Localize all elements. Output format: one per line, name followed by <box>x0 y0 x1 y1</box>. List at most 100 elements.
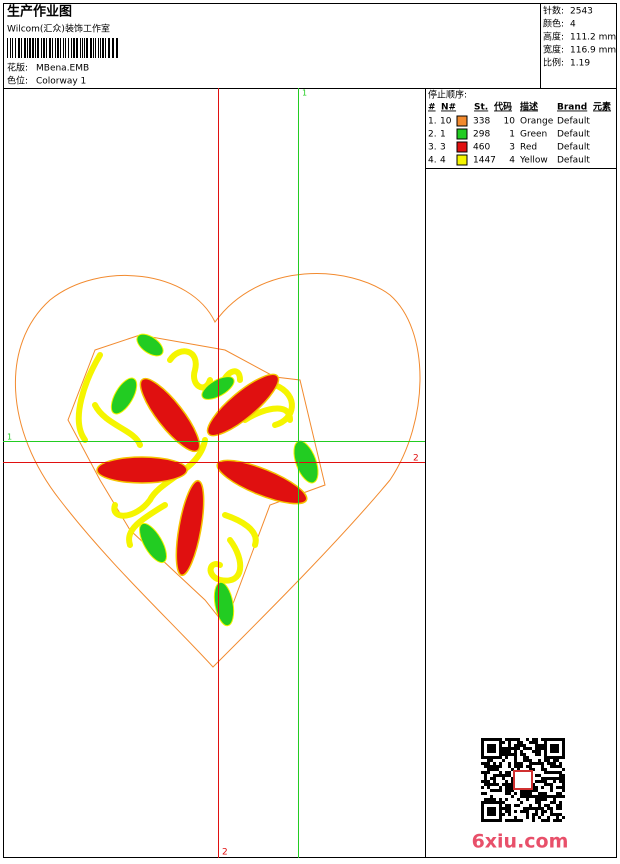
qr-cell <box>535 744 538 747</box>
qr-cell <box>508 810 511 813</box>
qr-cell <box>559 813 562 816</box>
qr-cell <box>502 807 505 810</box>
brand: Default <box>557 130 590 140</box>
needle: 3 <box>440 143 446 153</box>
qr-cell <box>526 789 529 792</box>
qr-cell <box>493 777 496 780</box>
qr-cell <box>547 819 550 822</box>
qr-cell <box>517 741 520 744</box>
qr-cell <box>562 747 565 750</box>
qr-cell <box>562 789 565 792</box>
bar <box>60 38 61 58</box>
stat-value: 116.9 mm <box>570 46 616 56</box>
qr-cell <box>520 744 523 747</box>
qr-cell <box>481 801 484 804</box>
row-index: 1. <box>428 117 437 127</box>
qr-cell <box>508 792 511 795</box>
axis-label: 2 <box>413 454 419 464</box>
needle: 10 <box>440 117 452 127</box>
qr-cell <box>508 741 511 744</box>
qr-cell <box>526 795 529 798</box>
description: Red <box>520 143 537 153</box>
qr-cell <box>493 744 496 747</box>
qr-cell <box>502 759 505 762</box>
red-petals <box>96 373 308 577</box>
qr-cell <box>556 765 559 768</box>
qr-cell <box>544 777 547 780</box>
qr-cell <box>499 798 502 801</box>
column-header: Brand <box>557 103 587 113</box>
qr-cell <box>553 750 556 753</box>
qr-cell <box>553 777 556 780</box>
qr-cell <box>496 765 499 768</box>
qr-cell <box>532 819 535 822</box>
qr-cell <box>484 762 487 765</box>
qr-cell <box>535 786 538 789</box>
qr-cell <box>526 759 529 762</box>
bar <box>63 38 64 58</box>
qr-cell <box>535 762 538 765</box>
qr-cell <box>562 774 565 777</box>
qr-cell <box>529 747 532 750</box>
qr-cell <box>493 756 496 759</box>
qr-cell <box>562 786 565 789</box>
color-swatch <box>456 128 468 140</box>
qr-cell <box>487 750 490 753</box>
qr-cell <box>562 783 565 786</box>
qr-cell <box>529 768 532 771</box>
qr-cell <box>487 783 490 786</box>
qr-cell <box>535 810 538 813</box>
qr-cell <box>505 756 508 759</box>
qr-cell <box>559 801 562 804</box>
qr-cell <box>493 819 496 822</box>
qr-cell <box>532 750 535 753</box>
qr-cell <box>538 759 541 762</box>
label: 花版: <box>7 62 28 74</box>
qr-cell <box>553 747 556 750</box>
qr-cell <box>541 798 544 801</box>
qr-cell <box>517 798 520 801</box>
qr-cell <box>541 765 544 768</box>
qr-cell <box>517 762 520 765</box>
bar <box>108 38 110 58</box>
qr-cell <box>517 738 520 741</box>
qr-cell <box>508 750 511 753</box>
qr-cell <box>547 795 550 798</box>
qr-cell <box>523 756 526 759</box>
heart-outline <box>15 273 421 668</box>
qr-cell <box>487 768 490 771</box>
qr-cell <box>526 756 529 759</box>
column-header: 代码 <box>493 101 512 113</box>
label: 色位: <box>7 75 28 87</box>
description: Green <box>520 130 547 140</box>
bar <box>71 38 72 58</box>
qr-cell <box>535 747 538 750</box>
qr-cell <box>490 759 493 762</box>
qr-cell <box>553 780 556 783</box>
qr-cell <box>559 771 562 774</box>
qr-cell <box>505 792 508 795</box>
qr-cell <box>556 738 559 741</box>
studio: Wilcom(汇众)装饰工作室 <box>7 23 110 35</box>
qr-cell <box>550 786 553 789</box>
qr-cell <box>553 762 556 765</box>
qr-cell <box>547 756 550 759</box>
qr-cell <box>541 786 544 789</box>
qr-cell <box>490 744 493 747</box>
qr-cell <box>481 804 484 807</box>
qr-cell <box>481 780 484 783</box>
qr-cell <box>490 777 493 780</box>
qr-cell <box>556 759 559 762</box>
qr-cell <box>484 798 487 801</box>
qr-cell <box>547 759 550 762</box>
qr-cell <box>562 780 565 783</box>
qr-cell <box>562 750 565 753</box>
qr-cell <box>508 765 511 768</box>
qr-cell <box>490 807 493 810</box>
qr-cell <box>559 795 562 798</box>
qr-cell <box>505 810 508 813</box>
qr-cell <box>517 744 520 747</box>
qr-cell <box>526 807 529 810</box>
qr-cell <box>541 810 544 813</box>
